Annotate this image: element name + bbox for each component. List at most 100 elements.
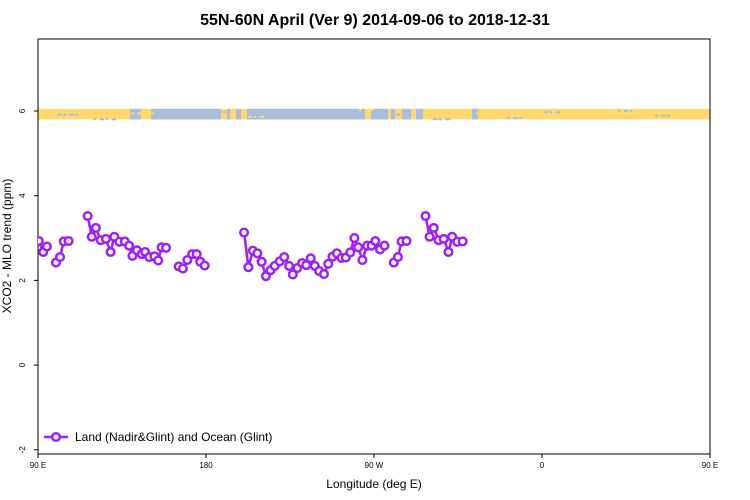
band-ocean — [416, 108, 423, 120]
x-tick-label: 180 — [199, 461, 213, 470]
x-tick-label: 90 E — [30, 461, 46, 470]
band-texture — [581, 115, 586, 118]
band-texture — [445, 118, 450, 121]
data-point — [443, 246, 454, 258]
band-texture — [587, 115, 590, 118]
y-tick-label: 4 — [18, 193, 27, 198]
data-point — [353, 242, 364, 253]
data-point — [153, 255, 164, 266]
band-texture — [655, 114, 658, 117]
band-texture — [248, 115, 252, 118]
band-ocean — [236, 108, 241, 120]
band-texture — [38, 108, 40, 111]
band-texture — [544, 111, 548, 114]
data-point — [349, 232, 360, 244]
band-ocean — [227, 108, 230, 120]
band-texture — [137, 112, 142, 115]
x-tick-label: 90 E — [702, 461, 718, 470]
band-texture — [476, 112, 480, 115]
band-texture — [149, 112, 154, 115]
band-texture — [433, 118, 438, 121]
data-point — [82, 210, 93, 222]
data-point — [284, 260, 295, 272]
data-point — [345, 247, 356, 258]
band-texture — [698, 108, 700, 111]
legend-marker — [50, 431, 62, 443]
band-texture — [112, 118, 116, 121]
data-point — [323, 258, 334, 269]
band-texture — [254, 115, 256, 118]
data-point — [177, 263, 188, 274]
data-point — [105, 246, 116, 258]
data-point — [279, 252, 290, 263]
band-texture — [291, 110, 294, 113]
band-texture — [550, 111, 552, 114]
band-texture — [211, 111, 214, 114]
data-point — [239, 227, 250, 238]
data-point — [38, 235, 44, 247]
band-texture — [174, 117, 176, 120]
band-texture — [69, 113, 74, 116]
data-point — [41, 241, 53, 252]
data-point — [54, 252, 66, 263]
data-point — [243, 262, 254, 273]
data-point — [90, 222, 101, 233]
band-texture — [143, 112, 146, 115]
band-texture — [470, 112, 472, 115]
band-texture — [482, 112, 484, 115]
band-texture — [94, 118, 96, 121]
band-texture — [630, 110, 632, 113]
band-ocean — [472, 108, 478, 120]
band-texture — [396, 113, 400, 116]
band-texture — [297, 110, 302, 113]
data-point — [370, 235, 381, 247]
band-texture — [624, 110, 628, 113]
legend: Land (Nadir&Glint) and Ocean (Glint) — [44, 430, 272, 444]
band-texture — [57, 113, 62, 116]
band-ocean — [247, 108, 365, 120]
band-texture — [334, 114, 336, 117]
data-point — [438, 233, 449, 244]
band-texture — [692, 108, 696, 111]
data-point — [199, 260, 210, 271]
band-texture — [205, 111, 210, 114]
y-tick-label: 0 — [18, 362, 27, 367]
y-tick-label: 6 — [18, 108, 27, 113]
y-tick-label: -2 — [18, 446, 27, 454]
x-axis-label: Longitude (deg E) — [326, 477, 421, 491]
band-ocean — [130, 108, 141, 120]
band-texture — [168, 117, 172, 120]
band-texture — [180, 117, 184, 120]
data-point — [63, 235, 74, 247]
band-texture — [618, 110, 620, 113]
band-texture — [106, 118, 108, 121]
band-texture — [260, 115, 264, 118]
band-texture — [322, 114, 324, 117]
band-texture — [131, 112, 134, 115]
band-texture — [661, 114, 666, 117]
band-texture — [667, 114, 670, 117]
x-axis: 90 E 180 90 W 0 90 E — [30, 454, 718, 470]
land-ocean-band — [38, 108, 710, 121]
data-point — [256, 256, 267, 267]
data-point — [424, 231, 435, 242]
band-texture — [223, 111, 226, 114]
band-texture — [75, 113, 78, 116]
band-texture — [365, 108, 370, 111]
band-texture — [439, 118, 442, 121]
band-texture — [100, 118, 104, 121]
data-point — [161, 242, 172, 253]
data-point — [428, 222, 439, 233]
band-texture — [402, 113, 404, 116]
data-point — [287, 269, 298, 280]
band-ocean — [151, 108, 221, 120]
data-point — [124, 240, 135, 251]
data-point — [420, 210, 431, 222]
band-texture — [519, 117, 522, 120]
band-texture — [704, 108, 708, 111]
band-texture — [371, 108, 374, 111]
data-point — [357, 255, 368, 266]
data-point — [318, 268, 330, 280]
data-point — [379, 240, 390, 251]
band-ocean — [371, 108, 388, 120]
